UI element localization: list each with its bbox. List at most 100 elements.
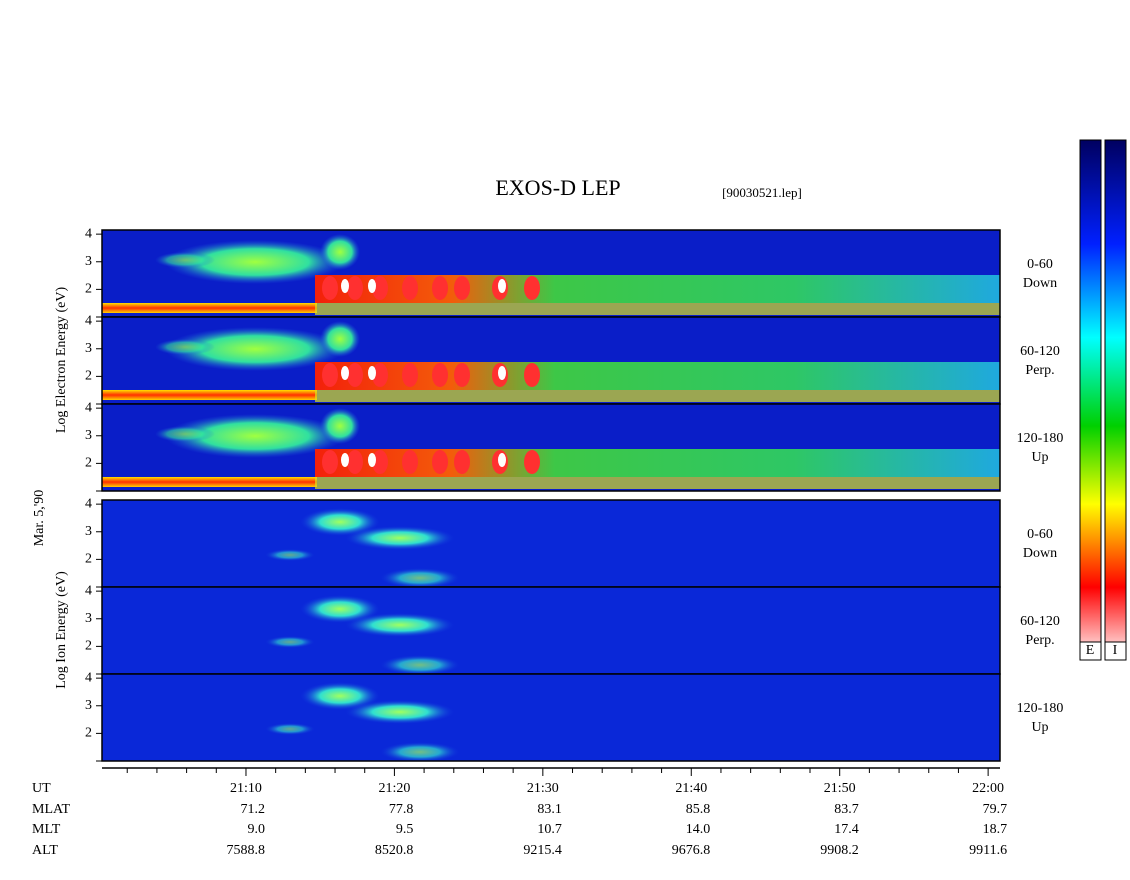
panel-direction: Down	[1023, 276, 1057, 291]
panel-direction: Perp.	[1025, 363, 1054, 378]
x-tick-label: 21:30	[527, 781, 559, 796]
y-tick-label: 2	[85, 369, 92, 384]
hot-core	[341, 279, 349, 293]
hot-core	[498, 279, 506, 293]
panel-angle: 0-60	[1027, 527, 1053, 542]
blob	[345, 526, 455, 550]
hot-spot	[402, 276, 418, 300]
y-tick-label: 3	[85, 698, 92, 713]
hot-core	[341, 366, 349, 380]
hot-spot	[454, 363, 470, 387]
hot-spot	[372, 450, 388, 474]
base-band	[102, 303, 317, 313]
band	[315, 449, 1000, 477]
ephemeris-value: 9215.4	[523, 843, 562, 858]
hot-core	[368, 366, 376, 380]
hot-spot	[347, 450, 363, 474]
y-tick-label: 3	[85, 611, 92, 626]
x-tick-label: 21:40	[675, 781, 707, 796]
x-tick-label: 21:20	[378, 781, 410, 796]
panel-direction: Up	[1031, 720, 1048, 735]
panel-angle: 60-120	[1020, 614, 1060, 629]
y-tick-label: 4	[85, 670, 92, 685]
band	[315, 275, 1000, 303]
hot-spot	[432, 450, 448, 474]
y-axis-label: Log Electron Energy (eV)	[54, 287, 69, 434]
ephemeris-value: 9.0	[247, 822, 265, 837]
ephemeris-value: 9908.2	[820, 843, 859, 858]
blob	[165, 414, 345, 458]
ephemeris-label: UT	[32, 781, 51, 796]
ephemeris-value: 17.4	[834, 822, 859, 837]
y-tick-label: 3	[85, 341, 92, 356]
panel-angle: 0-60	[1027, 257, 1053, 272]
background	[102, 674, 1000, 761]
panel-direction: Perp.	[1025, 633, 1054, 648]
blob	[380, 742, 460, 761]
base-band	[102, 477, 317, 487]
ephemeris-value: 9911.6	[969, 843, 1007, 858]
y-tick-label: 2	[85, 726, 92, 741]
hot-spot	[322, 363, 338, 387]
y-tick-label: 4	[85, 496, 92, 511]
blob	[300, 682, 380, 710]
blob	[265, 549, 315, 561]
blob	[165, 327, 345, 371]
blob	[380, 568, 460, 587]
ephemeris-value: 77.8	[389, 802, 414, 817]
colorbar-label: E	[1086, 643, 1095, 658]
y-tick-label: 3	[85, 524, 92, 539]
hot-spot	[432, 276, 448, 300]
ephemeris-value: 7588.8	[226, 843, 265, 858]
ephemeris-value: 10.7	[537, 822, 562, 837]
band-low	[315, 390, 1000, 402]
hot-core	[498, 366, 506, 380]
y-tick-label: 2	[85, 639, 92, 654]
hot-spot	[322, 450, 338, 474]
colorbar	[1104, 139, 1127, 661]
panel-angle: 60-120	[1020, 344, 1060, 359]
background	[102, 500, 1000, 587]
hot-spot	[372, 276, 388, 300]
ephemeris-value: 14.0	[686, 822, 711, 837]
background	[102, 587, 1000, 674]
x-tick-label: 21:50	[824, 781, 856, 796]
ephemeris-value: 85.8	[686, 802, 711, 817]
y-tick-label: 2	[85, 282, 92, 297]
ephemeris-value: 83.1	[537, 802, 562, 817]
ephemeris-value: 79.7	[983, 802, 1008, 817]
band-low	[315, 477, 1000, 489]
band-low	[315, 303, 1000, 315]
y-tick-label: 4	[85, 400, 92, 415]
y-tick-label: 2	[85, 552, 92, 567]
panel-direction: Down	[1023, 546, 1057, 561]
y-tick-label: 3	[85, 254, 92, 269]
chart-title: EXOS-D LEP	[495, 175, 620, 200]
blob	[320, 408, 360, 444]
hot-spot	[454, 276, 470, 300]
panel-frame	[101, 403, 1001, 492]
ephemeris-value: 83.7	[834, 802, 859, 817]
blob	[320, 321, 360, 357]
hot-core	[368, 453, 376, 467]
blob	[320, 234, 360, 270]
hot-spot	[524, 276, 540, 300]
panel-direction: Up	[1031, 450, 1048, 465]
hot-spot	[402, 363, 418, 387]
blob	[345, 700, 455, 724]
ephemeris-label: MLT	[32, 822, 61, 837]
y-tick-label: 4	[85, 226, 92, 241]
colorbar-label: I	[1113, 643, 1118, 658]
hot-spot	[402, 450, 418, 474]
spectrogram	[102, 230, 1000, 317]
y-tick-label: 2	[85, 456, 92, 471]
date-label: Mar. 5,'90	[32, 490, 47, 547]
chart-subtitle: [90030521.lep]	[722, 185, 802, 200]
x-tick-label: 21:10	[230, 781, 262, 796]
colorbar-label-box	[1104, 641, 1127, 661]
blob	[155, 252, 215, 268]
band	[315, 362, 1000, 390]
ephemeris-value: 18.7	[983, 822, 1008, 837]
